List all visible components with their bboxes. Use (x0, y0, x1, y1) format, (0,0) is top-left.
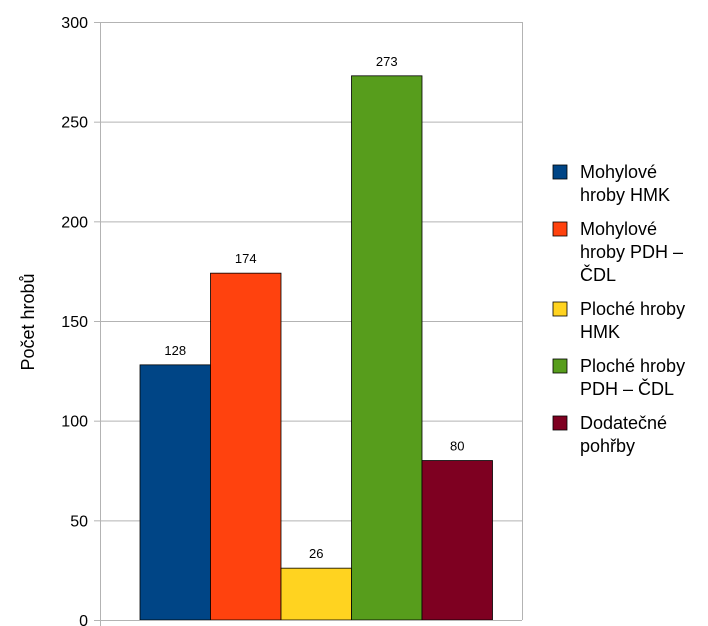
data-label-4: 273 (376, 54, 398, 69)
legend-item-3: Ploché hroby HMK (552, 299, 685, 342)
data-label-1: 128 (164, 343, 186, 358)
legend-item-1: Mohylové hroby HMK (552, 162, 670, 205)
bar-5 (421, 460, 493, 621)
y-tick-label: 100 (61, 414, 88, 431)
legend-swatch (552, 301, 568, 317)
bar-2 (210, 272, 282, 621)
y-tick-label: 250 (61, 115, 88, 132)
legend-label: Ploché hroby PDH – ČDL (580, 356, 685, 399)
bar-4 (351, 75, 423, 621)
legend-label: Mohylové hroby HMK (580, 162, 670, 205)
bar-1 (139, 364, 211, 621)
legend-item-5: Dodatečné pohřby (552, 413, 667, 456)
legend-item-2: Mohylové hroby PDH – ČDL (552, 219, 683, 285)
data-label-3: 26 (309, 546, 323, 561)
data-label-5: 80 (450, 439, 464, 454)
legend: Mohylové hroby HMK Mohylové hroby PDH – ČDL P… (552, 162, 685, 456)
bars (139, 75, 493, 621)
legend-label: Mohylové hroby PDH – ČDL (580, 219, 683, 285)
data-label-2: 174 (235, 251, 257, 266)
legend-swatch (552, 164, 568, 180)
y-tick-label: 300 (61, 15, 88, 32)
legend-item-4: Ploché hroby PDH – ČDL (552, 356, 685, 399)
y-tick-label: 50 (70, 513, 88, 530)
legend-swatch (552, 415, 568, 431)
y-axis-label: Počet hrobů (18, 273, 38, 370)
legend-swatch (552, 358, 568, 374)
bar-3 (280, 567, 352, 621)
legend-label: Ploché hroby HMK (580, 299, 685, 342)
y-tick-labels: 0 50 100 150 200 250 300 (61, 15, 88, 626)
data-labels: 128 174 26 273 80 (164, 54, 464, 561)
y-tick-label: 150 (61, 314, 88, 331)
legend-swatch (552, 221, 568, 237)
y-tick-label: 0 (79, 613, 88, 626)
axes (94, 22, 522, 626)
y-tick-label: 200 (61, 214, 88, 231)
legend-label: Dodatečné pohřby (580, 413, 667, 456)
